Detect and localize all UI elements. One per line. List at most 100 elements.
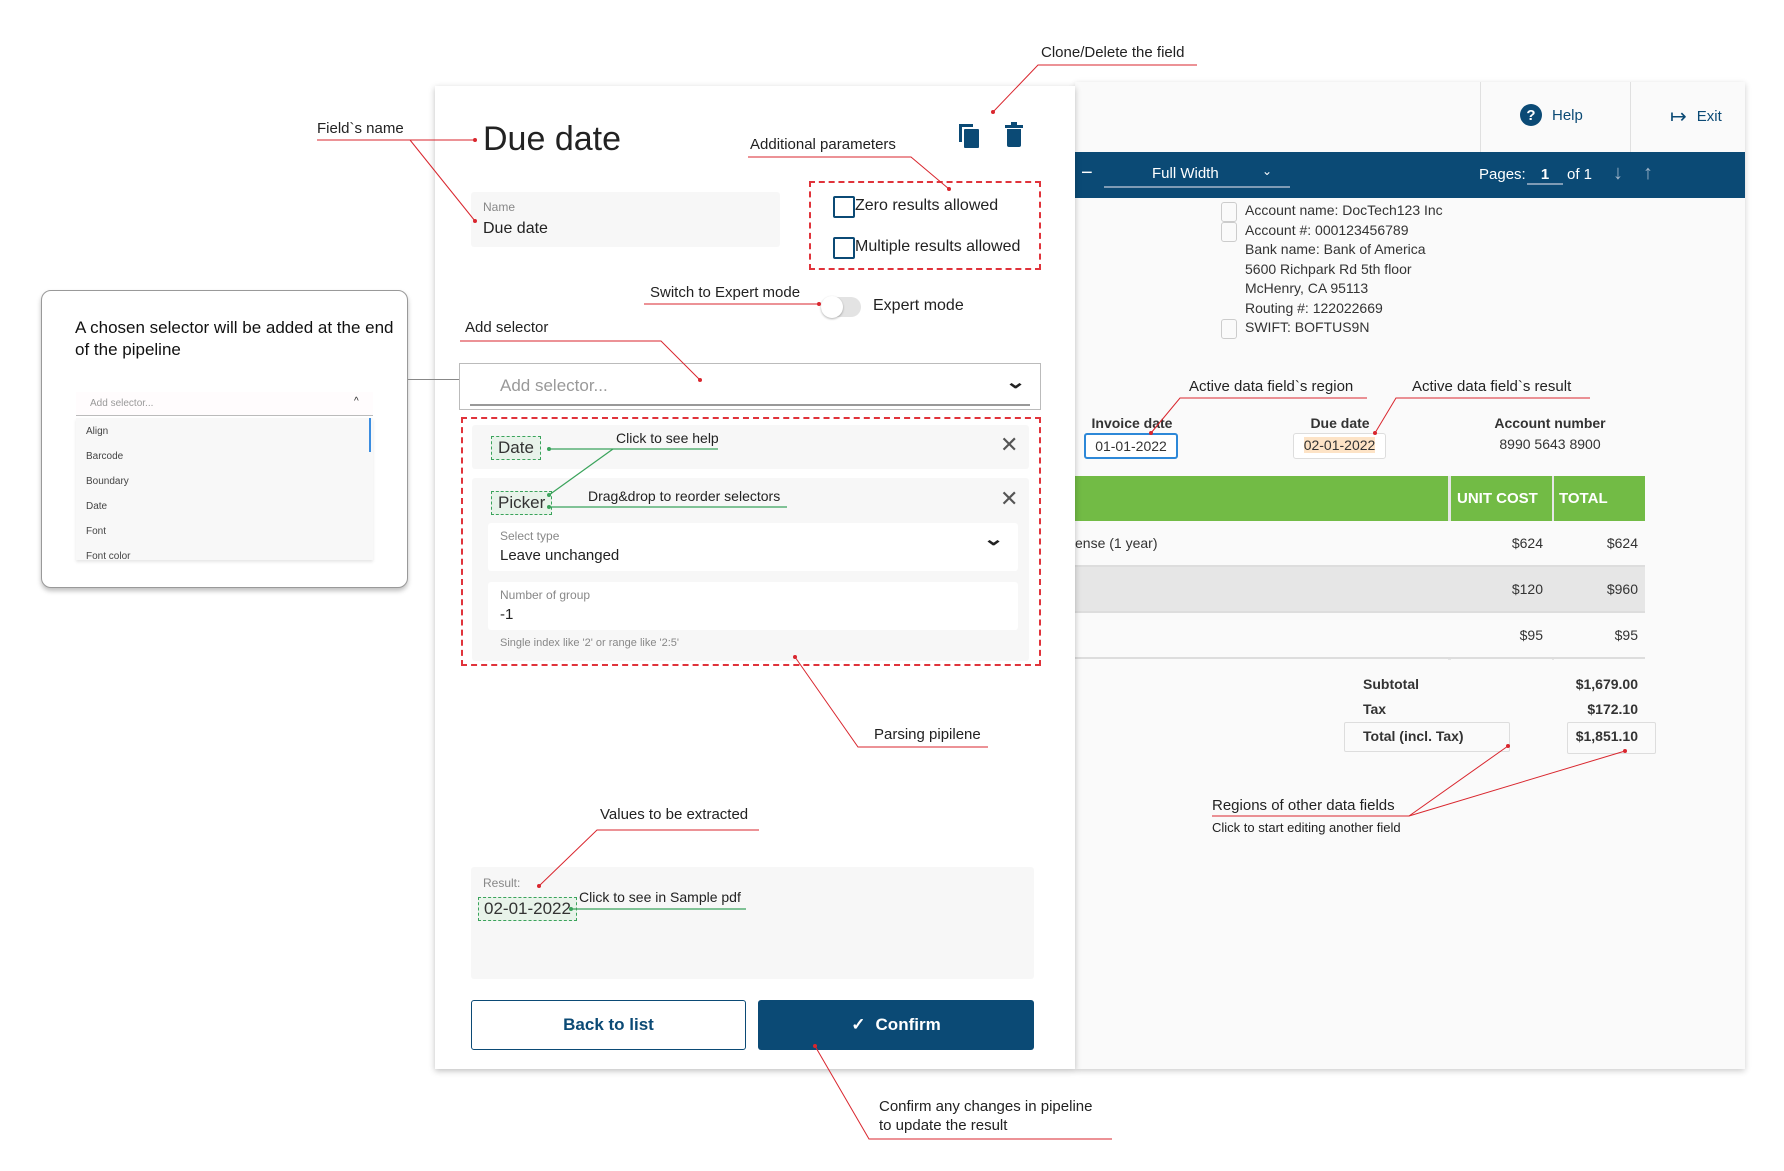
table-row [1075, 567, 1645, 613]
annotation-click-help: Click to see help [616, 430, 719, 446]
field-editor-panel: Due date Name Due date Zero results allo… [435, 86, 1075, 1069]
zero-results-label: Zero results allowed [855, 197, 999, 214]
help-button[interactable]: ? Help [1520, 104, 1583, 126]
check-icon: ✓ [851, 1015, 866, 1034]
field-title: Due date [483, 120, 621, 158]
mini-options-list: Align Barcode Boundary Date Font Font color [76, 418, 373, 560]
annotation-other-regions: Regions of other data fields [1212, 797, 1395, 814]
arrow-up-icon[interactable]: ↑ [1643, 162, 1653, 184]
bank-detail-line: SWIFT: BOFTUS9N [1245, 319, 1370, 335]
page-input[interactable]: 1 [1527, 166, 1563, 185]
callout-text: A chosen selector will be added at the e… [75, 318, 394, 359]
bank-detail-line: Account #: 000123456789 [1245, 221, 1409, 238]
row-total: $960 [1606, 581, 1638, 597]
tax-value: $172.10 [1587, 701, 1638, 717]
number-of-group-input[interactable]: Number of group -1 [488, 582, 1018, 630]
bank-detail-line: Account name: DocTech123 Inc [1245, 202, 1443, 218]
name-field[interactable]: Name Due date [471, 192, 780, 247]
annotation-add-selector: Add selector [465, 319, 549, 336]
exit-icon: ↦ [1670, 106, 1687, 128]
region-box[interactable] [1221, 319, 1237, 339]
region-box[interactable] [1221, 222, 1237, 242]
chevron-down-icon: ⌄ [1004, 372, 1027, 392]
expert-mode-label: Expert mode [873, 297, 964, 314]
row-unit-cost: $624 [1511, 535, 1543, 551]
document-viewer: ? Help ↦ Exit − Full Width ⌄ Pages: 1 of… [1075, 82, 1745, 1069]
selector-option[interactable]: Align [86, 426, 109, 437]
viewer-header [1075, 82, 1745, 152]
bank-detail-line: 5600 Richpark Rd 5th floor [1245, 260, 1412, 277]
annotation-confirm-changes-2: to update the result [879, 1117, 1008, 1134]
parsing-pipeline-box [461, 417, 1041, 666]
bank-detail-line: Routing #: 122022669 [1245, 299, 1383, 316]
table-row [1075, 613, 1645, 659]
connector-line [408, 379, 459, 380]
zoom-out-button[interactable]: − [1081, 162, 1093, 184]
add-selector-dropdown[interactable]: Add selector... ⌄ [459, 363, 1041, 410]
annotation-clone-delete: Clone/Delete the field [1041, 44, 1185, 61]
annotation-field-name: Field`s name [317, 120, 404, 137]
selector-option[interactable]: Date [86, 501, 108, 512]
close-icon[interactable]: ✕ [1000, 432, 1019, 457]
annotation-drag-drop: Drag&drop to reorder selectors [588, 488, 781, 504]
row-total: $624 [1606, 535, 1638, 551]
viewer-toolbar: − Full Width ⌄ Pages: 1 of 1 ↓ ↑ [1075, 152, 1745, 198]
pages-label: Pages: [1479, 166, 1526, 183]
total-label: Total (incl. Tax) [1363, 728, 1464, 744]
annotation-additional-params: Additional parameters [750, 136, 896, 153]
due-date-result: 02-01-2022 [1303, 437, 1376, 453]
mini-add-selector[interactable]: Add selector... ^ [76, 392, 373, 416]
row-unit-cost: $120 [1511, 581, 1543, 597]
total-value: $1,851.10 [1575, 728, 1638, 744]
scrollbar[interactable] [369, 418, 371, 452]
annotation-expert-switch: Switch to Expert mode [650, 284, 801, 301]
chevron-up-icon: ^ [354, 396, 359, 407]
result-box: Result: [471, 867, 1034, 979]
divider [1630, 82, 1631, 152]
selector-picker-chip[interactable]: Picker [491, 491, 553, 515]
expert-mode-toggle[interactable] [821, 296, 861, 318]
annotation-confirm-changes: Confirm any changes in pipeline [879, 1098, 1093, 1115]
clone-icon[interactable] [959, 124, 979, 148]
selector-option[interactable]: Font color [86, 551, 131, 560]
selector-option[interactable]: Boundary [86, 476, 129, 487]
close-icon[interactable]: ✕ [1000, 486, 1019, 511]
selector-date-chip[interactable]: Date [491, 436, 541, 460]
help-icon: ? [1520, 104, 1542, 126]
annotation-other-regions-sub: Click to start editing another field [1212, 820, 1401, 835]
row-description: ense (1 year) [1075, 535, 1158, 551]
invoice-date-region[interactable]: 01-01-2022 [1084, 433, 1178, 459]
zero-results-checkbox[interactable] [833, 196, 855, 218]
multiple-results-checkbox[interactable] [833, 237, 855, 259]
result-value-chip[interactable]: 02-01-2022 [478, 897, 577, 921]
row-total: $95 [1614, 627, 1638, 643]
confirm-button[interactable]: ✓ Confirm [758, 1000, 1034, 1050]
due-date-label: Due date [1310, 415, 1370, 431]
zoom-select[interactable]: Full Width ⌄ [1104, 162, 1290, 188]
account-number-value: 8990 5643 8900 [1499, 436, 1601, 452]
due-date-region[interactable]: 02-01-2022 [1293, 433, 1386, 459]
bank-detail-line: McHenry, CA 95113 [1245, 280, 1369, 296]
exit-button[interactable]: ↦ Exit [1670, 106, 1722, 128]
back-to-list-button[interactable]: Back to list [471, 1000, 746, 1050]
header-total: TOTAL [1559, 490, 1608, 507]
chevron-down-icon: ⌄ [1262, 164, 1273, 178]
selector-option[interactable]: Font [86, 526, 107, 537]
divider [1480, 82, 1481, 152]
trash-icon[interactable] [1005, 122, 1023, 148]
region-box[interactable] [1221, 202, 1237, 222]
annotation-active-region: Active data field`s region [1189, 378, 1354, 395]
multiple-results-label: Multiple results allowed [855, 238, 1021, 255]
arrow-down-icon[interactable]: ↓ [1613, 162, 1623, 184]
page-total: of 1 [1567, 166, 1593, 183]
tax-label: Tax [1363, 701, 1387, 717]
row-unit-cost: $95 [1519, 627, 1543, 643]
select-type-dropdown[interactable]: Select type Leave unchanged ⌄ [488, 523, 1018, 571]
annotation-click-sample: Click to see in Sample pdf [579, 889, 741, 905]
annotation-active-result: Active data field`s result [1412, 378, 1572, 395]
selector-option[interactable]: Barcode [86, 451, 124, 462]
selector-card-date[interactable] [472, 425, 1029, 469]
subtotal-value: $1,679.00 [1575, 676, 1638, 692]
invoice-date-label: Invoice date [1091, 415, 1173, 431]
selector-callout: A chosen selector will be added at the e… [41, 290, 408, 588]
